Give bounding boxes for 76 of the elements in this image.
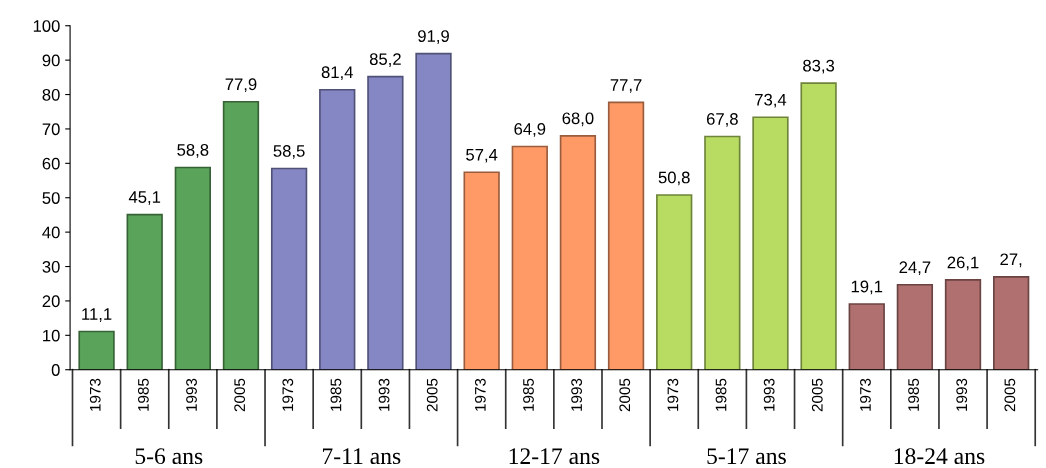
bar bbox=[559, 134, 597, 370]
text: 5-6 ans bbox=[135, 448, 203, 465]
x-tick-label: 1973 bbox=[282, 378, 294, 411]
data-label: 24,7 bbox=[899, 261, 931, 276]
x-tick-label: 2005 bbox=[426, 378, 438, 412]
bar bbox=[800, 82, 837, 370]
bar bbox=[126, 213, 163, 370]
bar bbox=[607, 101, 645, 370]
bar bbox=[848, 303, 885, 370]
data-label: 57,4 bbox=[466, 149, 498, 163]
bar bbox=[511, 145, 548, 370]
data-label: 64,9 bbox=[514, 123, 546, 137]
data-label: 50,8 bbox=[658, 171, 690, 186]
y-tick-label: 40 bbox=[42, 226, 60, 239]
y-tick-label: 30 bbox=[42, 260, 60, 273]
x-tick-label: 2005 bbox=[619, 378, 631, 412]
bar bbox=[174, 166, 211, 370]
data-label: 67,8 bbox=[706, 113, 738, 127]
text: 18-24 ans bbox=[894, 448, 985, 465]
y-tick-label: 60 bbox=[42, 157, 60, 170]
data-label: 77,9 bbox=[225, 78, 257, 93]
bar bbox=[944, 279, 982, 370]
x-tick-label: 1985 bbox=[715, 378, 727, 411]
data-label: 85,2 bbox=[369, 53, 401, 67]
x-tick-label: 1985 bbox=[137, 378, 149, 411]
bar bbox=[270, 167, 308, 370]
bar bbox=[704, 135, 741, 370]
x-tick-label: 1973 bbox=[474, 378, 486, 411]
x-tick-label: 2005 bbox=[234, 378, 246, 412]
text: 7-11 ans bbox=[322, 448, 401, 465]
bar bbox=[656, 194, 693, 370]
x-tick-label: 1993 bbox=[956, 378, 968, 411]
text: 5-17 ans bbox=[707, 448, 786, 465]
data-label: 11,1 bbox=[82, 308, 112, 322]
bar bbox=[319, 88, 356, 370]
y-tick-label: 20 bbox=[42, 295, 60, 308]
bar bbox=[415, 52, 452, 370]
data-label: 58,8 bbox=[177, 144, 209, 158]
y-tick-label: 70 bbox=[42, 123, 60, 136]
y-tick-label: 90 bbox=[42, 54, 60, 67]
x-tick-label: 2005 bbox=[1004, 378, 1016, 412]
x-tick-label: 1985 bbox=[908, 378, 919, 411]
data-label: 27, bbox=[1000, 253, 1022, 268]
data-label: 26,1 bbox=[947, 256, 979, 271]
bar bbox=[463, 171, 500, 370]
data-label: 77,7 bbox=[610, 79, 642, 93]
bar bbox=[896, 283, 934, 370]
data-label: 83,3 bbox=[803, 59, 835, 74]
bar bbox=[367, 75, 404, 370]
x-tick-label: 1993 bbox=[186, 378, 197, 411]
x-tick-label: 1993 bbox=[763, 378, 775, 411]
data-label: 19,1 bbox=[851, 280, 883, 295]
x-tick-label: 1993 bbox=[571, 378, 583, 411]
bar bbox=[222, 100, 260, 370]
data-label: 68,0 bbox=[562, 112, 594, 127]
x-tick-label: 1973 bbox=[89, 378, 101, 411]
x-tick-label: 1973 bbox=[860, 378, 871, 411]
x-tick-label: 1973 bbox=[667, 378, 679, 411]
x-tick-label: 1985 bbox=[330, 378, 342, 411]
text: 12-17 ans bbox=[509, 448, 600, 465]
y-tick-label: 0 bbox=[51, 364, 60, 376]
data-label: 81,4 bbox=[321, 66, 353, 81]
bar bbox=[752, 116, 789, 370]
data-label: 91,9 bbox=[418, 30, 449, 44]
x-tick-label: 1993 bbox=[378, 378, 390, 411]
y-tick-label: 50 bbox=[42, 192, 60, 204]
data-label: 45,1 bbox=[128, 191, 161, 205]
x-tick-label: 2005 bbox=[811, 378, 823, 412]
data-label: 73,4 bbox=[755, 93, 787, 108]
bar bbox=[992, 276, 1030, 370]
bar bbox=[78, 330, 115, 370]
x-tick-label: 1985 bbox=[523, 378, 534, 411]
data-label: 58,5 bbox=[273, 145, 305, 159]
y-tick-label: 80 bbox=[42, 88, 60, 101]
y-tick-label: 100 bbox=[33, 20, 60, 32]
y-tick-label: 10 bbox=[43, 329, 60, 342]
